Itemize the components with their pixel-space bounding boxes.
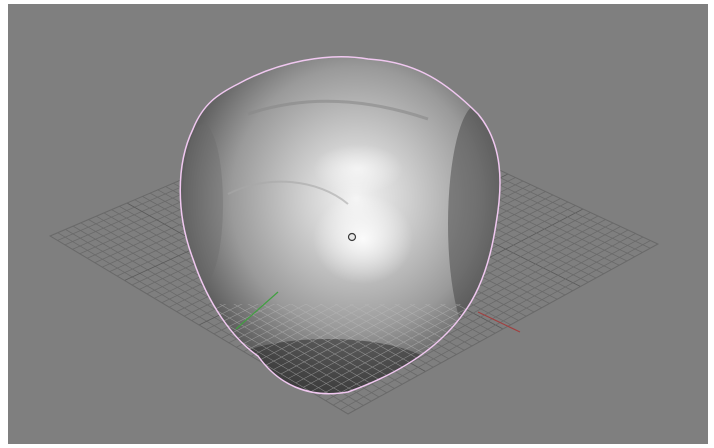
grid-line-through	[280, 304, 478, 375]
grid-through-mesh	[208, 304, 478, 394]
y-axis-line	[235, 291, 279, 330]
grid-line-through	[236, 304, 478, 348]
grid-line-through	[208, 304, 442, 364]
grid-line-through	[221, 304, 478, 339]
grid-line-through	[208, 304, 411, 381]
grid-line-through	[228, 304, 478, 344]
rock-crease	[247, 99, 429, 121]
3d-scene[interactable]	[8, 4, 708, 444]
grid-line-through	[208, 304, 478, 338]
grid-line-through	[208, 304, 465, 351]
grid-line-through	[208, 304, 457, 355]
3d-viewport[interactable]	[8, 4, 708, 444]
rock-shade-left	[183, 124, 223, 284]
grid-line-through	[208, 304, 478, 343]
grid-line-through	[208, 304, 356, 394]
grid-line-through	[208, 304, 478, 330]
grid-line-through	[303, 304, 478, 388]
x-axis-line	[477, 311, 521, 333]
grid-line-through	[295, 304, 478, 384]
grid-line-through	[265, 304, 478, 366]
rock-highlight-upper	[313, 144, 403, 194]
rock-mesh-object[interactable]	[50, 56, 658, 414]
rock-crease-2	[227, 180, 349, 205]
grid-line-through	[208, 304, 426, 372]
grid-line-through	[208, 304, 418, 377]
grid-line-through	[208, 304, 478, 334]
grid-line-through	[208, 304, 403, 385]
grid-line-through	[273, 304, 478, 370]
grid-line-through	[208, 304, 449, 360]
grid-line-through	[213, 304, 478, 335]
selection-outline	[179, 56, 501, 395]
object-origin-icon[interactable]	[347, 232, 357, 242]
grid-line-through	[251, 304, 478, 357]
rock-shadow-right	[448, 104, 501, 344]
rock-highlight	[313, 194, 413, 284]
grid-line	[340, 240, 651, 410]
grid-line-through	[208, 304, 434, 368]
grid-line-through	[325, 304, 478, 394]
grid-line-through	[208, 304, 349, 394]
grid-line-through	[208, 304, 395, 389]
grid-line-through	[208, 304, 473, 347]
grid-line-through	[258, 304, 478, 361]
grid-line-through	[288, 304, 478, 379]
grid-line-through	[243, 304, 478, 352]
